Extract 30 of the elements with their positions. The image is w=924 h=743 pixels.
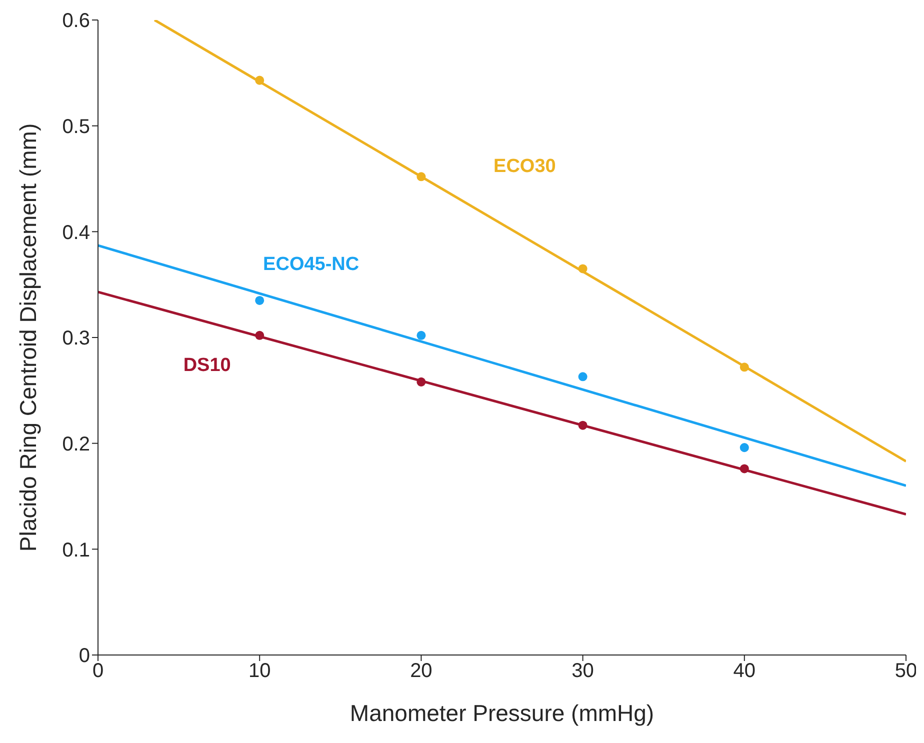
- point: [416, 172, 426, 182]
- x-tick-label: 10: [248, 660, 271, 682]
- point: [416, 330, 426, 340]
- point: [578, 420, 588, 430]
- series-label: DS10: [183, 354, 231, 376]
- y-axis-title: Placido Ring Centroid Displacement (mm): [15, 123, 42, 552]
- y-tick-label: 0.3: [62, 328, 90, 350]
- y-tick-label: 0.4: [62, 222, 90, 244]
- series-label: ECO45-NC: [263, 254, 360, 275]
- point: [255, 330, 264, 340]
- point: [416, 377, 426, 386]
- y-tick-label: 0.2: [62, 433, 90, 456]
- point: [740, 443, 749, 452]
- point: [740, 464, 749, 474]
- x-tick-label: 20: [410, 660, 432, 682]
- x-tick-label: 40: [733, 660, 756, 682]
- y-tick-label: 0.1: [62, 539, 90, 562]
- x-axis-title: Manometer Pressure (mmHg): [350, 700, 654, 726]
- text: ECO30: [494, 156, 556, 178]
- x-tick-label: 50: [894, 660, 918, 682]
- point: [578, 372, 588, 382]
- x-tick-label: 30: [572, 660, 594, 682]
- point: [578, 264, 588, 274]
- y-tick-label: 0.5: [62, 116, 90, 138]
- point: [740, 362, 749, 372]
- point: [255, 296, 264, 305]
- point: [255, 76, 264, 85]
- y-tick-label: 0: [78, 645, 90, 668]
- x-tick-label: 0: [92, 660, 104, 682]
- y-tick-label: 0.6: [62, 10, 90, 32]
